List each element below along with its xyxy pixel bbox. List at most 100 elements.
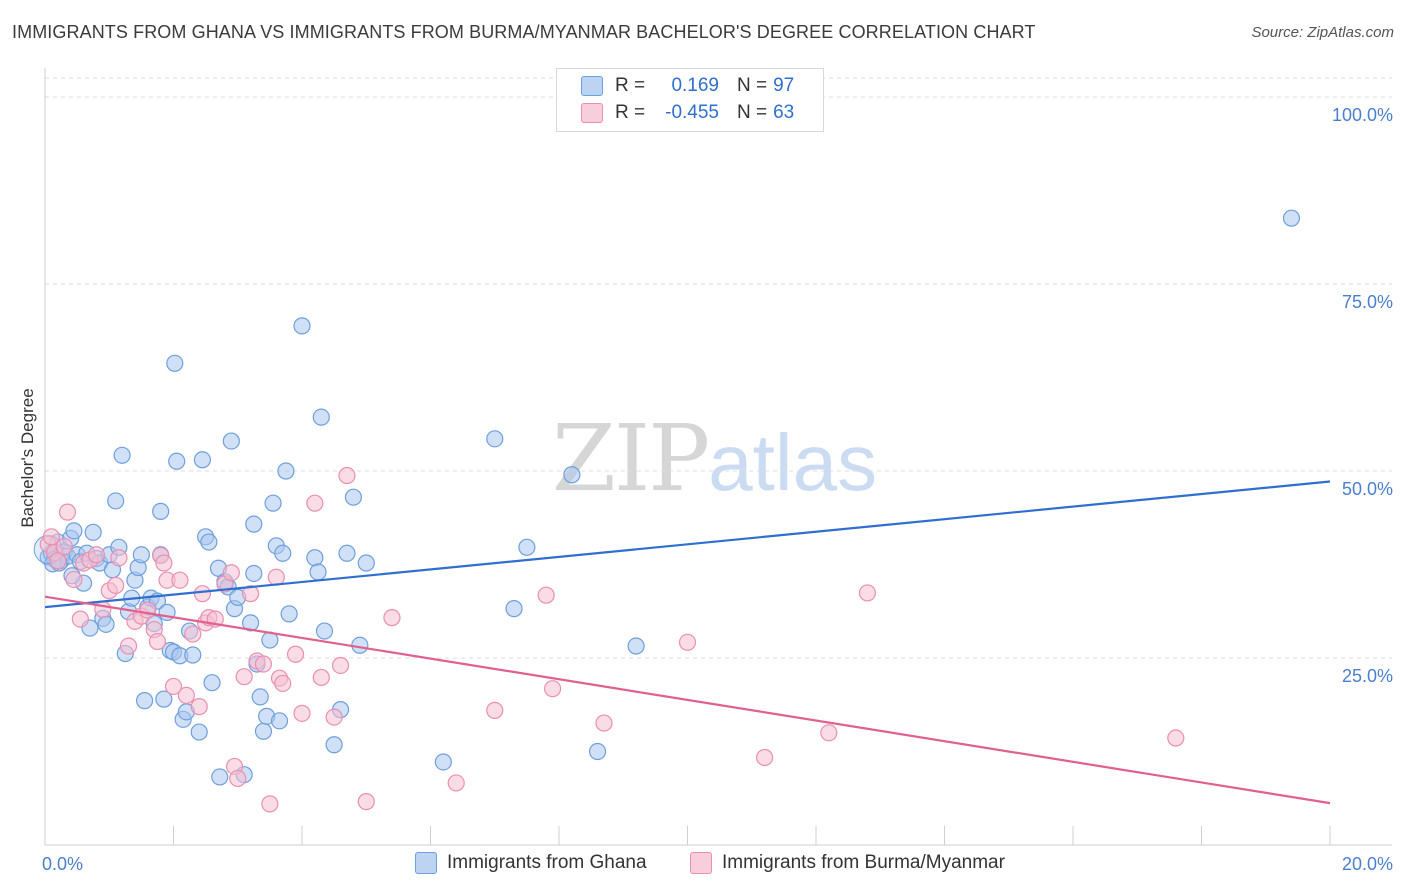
- ghana-point: [107, 492, 125, 510]
- burma-point: [820, 724, 838, 742]
- burma-point: [286, 645, 305, 663]
- ghana-point: [242, 614, 260, 632]
- burma-point: [242, 585, 260, 603]
- burma-point: [171, 571, 189, 589]
- ghana-point: [97, 615, 115, 633]
- burma-point: [229, 769, 247, 788]
- burma-point: [55, 537, 73, 556]
- ghana-point: [518, 538, 536, 556]
- legend-item-burma: Immigrants from Burma/Myanmar: [690, 852, 1005, 874]
- legend-swatch-ghana: [581, 76, 603, 96]
- tick-labels: 25.0% 50.0% 75.0% 100.0% 0.0% 20.0%: [42, 105, 1393, 874]
- ghana-point: [84, 523, 102, 541]
- ghana-point: [274, 544, 292, 562]
- burma-point: [755, 748, 774, 767]
- burma-point: [325, 708, 343, 726]
- legend-n-value: 63: [773, 102, 795, 123]
- burma-point: [87, 546, 106, 564]
- burma-point: [293, 704, 311, 722]
- ghana-point: [190, 723, 208, 741]
- burma-point: [65, 570, 83, 589]
- legend-r-label: R =: [615, 102, 646, 123]
- legend-item-ghana: Immigrants from Ghana: [415, 852, 647, 874]
- burma-point: [331, 656, 350, 675]
- ghana-point: [270, 712, 289, 730]
- ghana-point: [627, 637, 645, 655]
- legend-r-value: 0.169: [671, 75, 719, 96]
- ghana-point: [203, 674, 221, 692]
- burma-point: [1167, 729, 1185, 747]
- burma-point: [71, 610, 89, 628]
- ghana-point: [563, 466, 581, 484]
- ghana-point: [245, 564, 263, 583]
- ghana-point: [434, 753, 452, 771]
- burma-point: [537, 586, 555, 604]
- burma-point: [383, 609, 401, 627]
- legend-row-burma: R = -0.455 N = 63: [581, 102, 794, 124]
- burma-point: [595, 714, 613, 732]
- burma-point: [139, 601, 157, 619]
- ghana-point: [293, 317, 311, 335]
- burma-point: [184, 625, 202, 643]
- y-axis-label: Bachelor's Degree: [18, 388, 37, 527]
- source-label: Source: ZipAtlas.com: [1251, 24, 1394, 41]
- burma-point: [235, 668, 253, 686]
- legend-swatch-burma: [581, 103, 603, 123]
- burma-point: [858, 584, 877, 602]
- legend-label-ghana: Immigrants from Ghana: [447, 852, 647, 873]
- legend-label-burma: Immigrants from Burma/Myanmar: [722, 852, 1005, 873]
- ghana-point: [245, 515, 263, 533]
- ghana-point: [166, 354, 184, 372]
- burma-point: [306, 494, 324, 512]
- burma-point: [357, 793, 375, 811]
- series-ghana-points: [33, 209, 1301, 786]
- legend-n-value: 97: [773, 75, 795, 96]
- burma-point: [447, 774, 465, 792]
- burma-point: [222, 564, 240, 582]
- burma-point: [486, 701, 504, 719]
- burma-point: [261, 795, 279, 813]
- burma-point: [267, 568, 285, 586]
- y-tick-label: 25.0%: [1342, 666, 1393, 686]
- ghana-point: [325, 736, 343, 754]
- x-tick-label: 0.0%: [42, 854, 83, 874]
- legend-swatch-ghana: [415, 852, 437, 874]
- chart-title: IMMIGRANTS FROM GHANA VS IMMIGRANTS FROM…: [12, 22, 1036, 42]
- ghana-point: [155, 690, 173, 708]
- ghana-point: [505, 600, 523, 618]
- burma-point: [119, 637, 138, 655]
- burma-point: [678, 633, 697, 651]
- ghana-point: [222, 432, 240, 450]
- y-tick-label: 50.0%: [1342, 479, 1393, 499]
- stats-legend: R = 0.169 N = 97 R = -0.455 N = 63: [556, 68, 824, 132]
- legend-r-value: -0.455: [665, 102, 719, 123]
- legend-n-label: N =: [737, 75, 768, 96]
- series-legend: Immigrants from Ghana Immigrants from Bu…: [0, 852, 1406, 876]
- burma-point: [164, 677, 183, 696]
- burma-point: [193, 585, 212, 603]
- ghana-point: [277, 462, 295, 480]
- burma-point: [312, 668, 330, 687]
- ghana-point: [200, 533, 218, 551]
- burma-point: [254, 655, 273, 673]
- y-tick-label: 75.0%: [1342, 292, 1393, 312]
- axes: [44, 68, 1392, 846]
- legend-swatch-burma: [690, 852, 712, 874]
- trend-line-ghana: [44, 480, 1331, 609]
- ghana-point: [588, 742, 607, 761]
- ghana-point: [280, 605, 298, 623]
- ghana-point: [132, 546, 150, 564]
- burma-point: [110, 549, 128, 567]
- ghana-point: [338, 544, 356, 562]
- ghana-point: [193, 451, 212, 469]
- burma-point: [58, 503, 77, 521]
- ghana-point: [113, 446, 131, 464]
- legend-n-label: N =: [737, 102, 768, 123]
- y-tick-label: 100.0%: [1332, 105, 1393, 125]
- burma-point: [94, 600, 112, 618]
- ghana-point: [312, 408, 330, 426]
- ghana-point: [315, 622, 334, 640]
- ghana-point: [251, 688, 269, 706]
- burma-point: [274, 674, 292, 693]
